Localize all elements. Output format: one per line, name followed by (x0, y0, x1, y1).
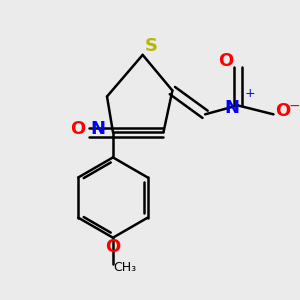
Text: S: S (145, 37, 158, 55)
Text: −: − (289, 98, 300, 112)
Text: CH₃: CH₃ (113, 261, 136, 274)
Text: O: O (70, 120, 85, 138)
Text: O: O (105, 238, 121, 256)
Text: O: O (275, 102, 290, 120)
Text: N: N (224, 99, 239, 117)
Text: O: O (218, 52, 233, 70)
Text: +: + (244, 87, 255, 100)
Text: N: N (91, 120, 106, 138)
